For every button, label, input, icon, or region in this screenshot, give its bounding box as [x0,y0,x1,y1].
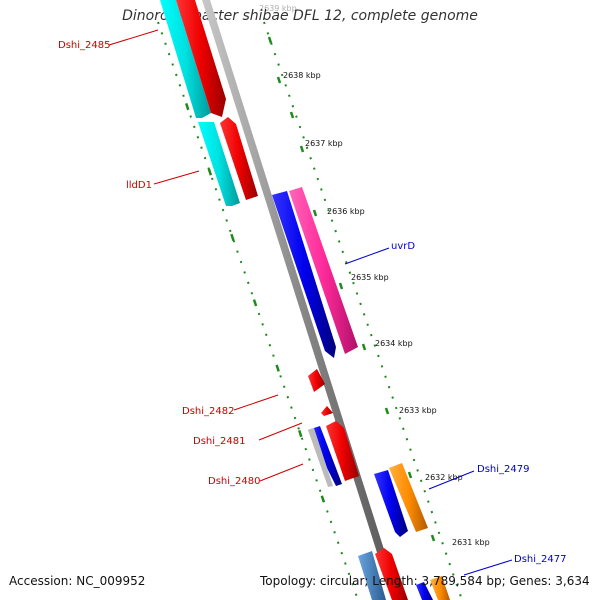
gene-feature [321,406,333,416]
leader-line [344,247,390,265]
kbp-label-2633: 2633 kbp [399,406,437,415]
leader-line [108,29,159,46]
accession-text: Accession: NC_009952 [9,574,146,588]
leader-line [428,470,475,490]
gene-feature [176,0,226,117]
leader-line [233,394,279,411]
gene-feature [272,191,336,358]
kbp-label-2638: 2638 kbp [283,71,321,80]
gene-label-uvrd: uvrD [391,241,415,252]
gene-label-lldd1: lldD1 [126,180,152,191]
leader-line [153,170,200,185]
gene-label-dshi-2479: Dshi_2479 [477,464,529,475]
gene-label-dshi-2481: Dshi_2481 [193,436,245,447]
genome-summary-text: Topology: circular; Length: 3,789,584 bp… [260,574,590,588]
gene-feature [308,369,325,392]
gene-feature [374,470,408,537]
genome-backbone [202,0,400,600]
inner-ticks [185,103,326,503]
gene-label-dshi-2482: Dshi_2482 [182,406,234,417]
gene-label-dshi-2477: Dshi_2477 [514,554,566,565]
gene-feature [160,0,211,118]
gene-feature [375,548,408,600]
kbp-label-2631: 2631 kbp [452,538,490,547]
kbp-label-2637: 2637 kbp [305,139,343,148]
outer-ticks [267,36,436,542]
gene-feature [430,576,450,600]
gene-feature [416,582,433,600]
leader-line [258,422,303,441]
leader-line [463,559,513,576]
gene-feature [289,187,358,354]
gene-feature [326,421,359,481]
leader-line [259,463,304,482]
gene-feature [308,428,333,487]
gene-feature [220,117,258,200]
gene-label-dshi-2480: Dshi_2480 [208,476,260,487]
kbp-label-2635: 2635 kbp [351,273,389,282]
gene-feature [358,551,386,600]
gene-label-dshi-2485: Dshi_2485 [58,40,110,51]
kbp-label-2639: 2639 kbp [259,4,297,13]
kbp-label-2636: 2636 kbp [327,207,365,216]
gene-feature [198,122,240,206]
guide-line-outer [263,21,463,600]
gene-feature [389,463,428,532]
kbp-label-2634: 2634 kbp [375,339,413,348]
kbp-label-2632: 2632 kbp [425,473,463,482]
